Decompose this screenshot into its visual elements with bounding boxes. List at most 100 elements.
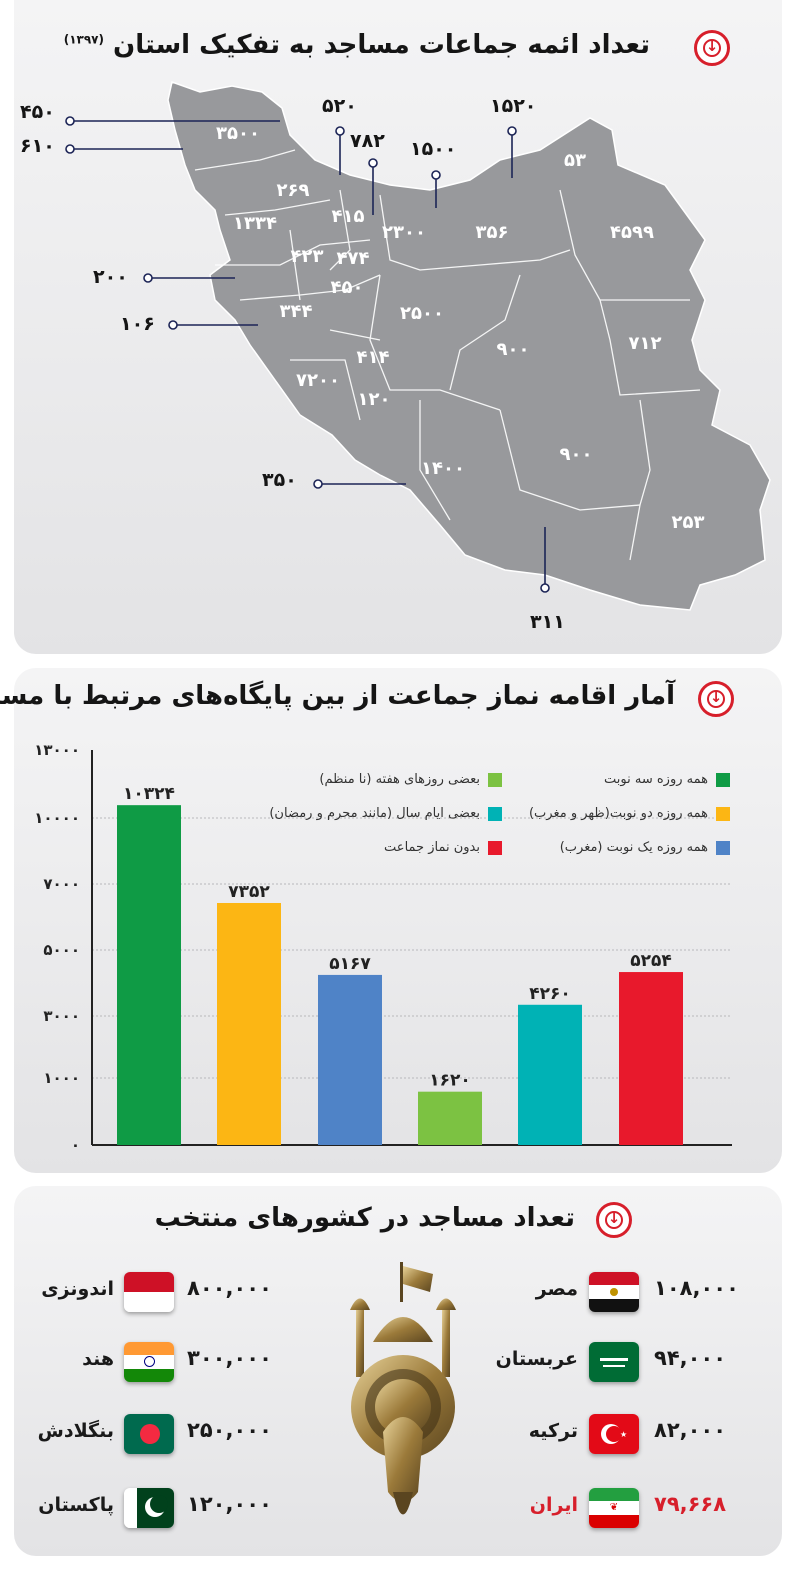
legend-swatch xyxy=(716,772,730,787)
callout-dot xyxy=(540,583,550,593)
country-name: هند xyxy=(82,1348,114,1370)
y-tick-label: ۱۰۰۰ xyxy=(43,1069,80,1087)
country-row: عربستان ۹۴,۰۰۰ xyxy=(0,1336,800,1388)
province-value: ۹۰۰ xyxy=(497,339,530,360)
legend-label: همه روزه دو نوبت(ظهر و مغرب) xyxy=(528,806,708,821)
country-name: بنگلادش xyxy=(37,1420,114,1442)
callout-dot xyxy=(313,479,323,489)
country-mosque-count: ۳۰۰,۰۰۰ xyxy=(187,1346,272,1370)
country-name: عربستان xyxy=(495,1348,578,1370)
country-mosque-count: ۲۵۰,۰۰۰ xyxy=(187,1418,272,1442)
legend-swatch xyxy=(716,840,730,855)
legend-item: همه روزه یک نوبت (مغرب) xyxy=(560,840,730,855)
province-value: ۴۵۹۹ xyxy=(610,222,654,243)
province-value: ۱۴۰۰ xyxy=(421,458,465,479)
country-mosque-count: ۱۰۸,۰۰۰ xyxy=(654,1276,739,1300)
legend-label: بعضی روزهای هفته (نا منظم) xyxy=(319,772,480,787)
bar xyxy=(217,902,281,1145)
callout-value: ۲۰۰ xyxy=(93,266,128,288)
callout-value: ۳۱۱ xyxy=(530,611,565,633)
province-value: ۳۴۴ xyxy=(280,301,313,322)
province-value: ۲۵۳ xyxy=(672,512,705,533)
province-value: ۴۱۴ xyxy=(357,347,390,368)
callout-dot xyxy=(168,320,178,330)
countries-title: تعداد مساجد در کشورهای منتخب xyxy=(154,1203,575,1233)
map-title: تعداد ائمه جماعات مساجد به تفکیک استان (… xyxy=(63,30,650,60)
callout-dot xyxy=(65,116,75,126)
bar xyxy=(619,972,683,1145)
callout-dot xyxy=(143,273,153,283)
legend-item: همه روزه دو نوبت(ظهر و مغرب) xyxy=(529,806,730,821)
country-name: اندونزی xyxy=(41,1278,114,1300)
province-value: ۳۵۶ xyxy=(476,222,509,243)
bar xyxy=(418,1091,482,1145)
legend-label: بعضی ایام سال (مانند محرم و رمضان) xyxy=(269,806,480,821)
legend-swatch xyxy=(488,806,502,821)
bar-value-label: ۴۲۶۰ xyxy=(529,984,571,1004)
province-value: ۷۲۰۰ xyxy=(296,370,340,391)
callout-dot xyxy=(507,126,517,136)
country-row: هند ۳۰۰,۰۰۰ xyxy=(0,1336,800,1388)
country-name: ایران xyxy=(529,1494,578,1516)
country-mosque-count: ۷۹,۶۶۸ xyxy=(654,1492,727,1516)
province-value: ۲۳۰۰ xyxy=(382,222,426,243)
country-mosque-count: ۸۲,۰۰۰ xyxy=(654,1418,727,1442)
legend-item: بعضی ایام سال (مانند محرم و رمضان) xyxy=(269,806,502,821)
callout-value: ۵۲۰ xyxy=(322,95,357,117)
country-name: پاکستان xyxy=(38,1494,114,1516)
callout-value: ۴۵۰ xyxy=(20,101,55,123)
bar xyxy=(117,805,181,1145)
y-tick-label: ۱۰۰۰۰ xyxy=(34,809,80,827)
country-name: ترکیه xyxy=(528,1420,578,1442)
y-tick-label: ۱۳۰۰۰ xyxy=(34,741,80,759)
country-name: مصر xyxy=(535,1278,578,1300)
province-value: ۴۷۴ xyxy=(337,248,370,269)
province-value: ۴۲۳ xyxy=(291,246,324,267)
iran-map-shape xyxy=(167,81,771,611)
legend-label: همه روزه سه نوبت xyxy=(604,772,708,787)
y-tick-label: ۰ xyxy=(71,1136,80,1154)
bar-value-label: ۷۳۵۲ xyxy=(228,882,270,902)
legend-item: همه روزه سه نوبت xyxy=(604,772,730,787)
legend-swatch xyxy=(716,806,730,821)
callout-value: ۱۰۶ xyxy=(120,313,155,335)
bar-value-label: ۵۲۵۴ xyxy=(630,951,672,971)
legend-swatch xyxy=(488,840,502,855)
province-value: ۲۵۰۰ xyxy=(400,303,444,324)
country-row: اندونزی ۸۰۰,۰۰۰ xyxy=(0,1266,800,1318)
y-tick-label: ۳۰۰۰ xyxy=(43,1007,80,1025)
indonesia-flag-icon xyxy=(124,1272,174,1312)
callout-value: ۶۱۰ xyxy=(20,135,55,157)
bar-value-label: ۵۱۶۷ xyxy=(329,954,371,974)
callout-value: ۱۵۲۰ xyxy=(490,95,536,117)
callout-dot xyxy=(368,158,378,168)
pakistan-flag-icon xyxy=(124,1488,174,1528)
province-value: ۲۶۹ xyxy=(277,180,310,201)
callout-value: ۳۵۰ xyxy=(262,469,297,491)
india-flag-icon xyxy=(124,1342,174,1382)
legend-swatch xyxy=(488,772,502,787)
legend-item: بدون نماز جماعت xyxy=(384,840,502,855)
saudi-flag-icon xyxy=(589,1342,639,1382)
bar xyxy=(318,974,382,1145)
country-row: پاکستان ۱۲۰,۰۰۰ xyxy=(0,1482,800,1534)
province-value: ۱۲۰ xyxy=(358,389,391,410)
bar-value-label: ۱۰۳۲۴ xyxy=(123,784,175,804)
callout-dot xyxy=(335,126,345,136)
legend-item: بعضی روزهای هفته (نا منظم) xyxy=(319,772,502,787)
province-value: ۴۵۰ xyxy=(331,277,364,298)
mosque-emblem-icon xyxy=(350,1262,456,1515)
legend-label: بدون نماز جماعت xyxy=(384,840,480,855)
country-row: بنگلادش ۲۵۰,۰۰۰ xyxy=(0,1408,800,1460)
down-arrow-icon: ↓ xyxy=(694,30,730,66)
country-row: مصر ۱۰۸,۰۰۰ xyxy=(0,1266,800,1318)
turkey-flag-icon: ★ xyxy=(589,1414,639,1454)
province-value: ۹۰۰ xyxy=(560,444,593,465)
province-value: ۴۱۵ xyxy=(332,206,365,227)
callout-dot xyxy=(431,170,441,180)
callout-value: ۷۸۲ xyxy=(350,130,385,152)
bar-chart: ۰ ۱۰۰۰ ۳۰۰۰ ۵۰۰۰ ۷۰۰۰ ۱۰۰۰۰ ۱۳۰۰۰ ۱۰۳۲۴ ۷۳۵۲ ۵۱۶۷… xyxy=(34,741,732,1154)
bar-value-label: ۱۶۲۰ xyxy=(429,1071,471,1091)
egypt-flag-icon xyxy=(589,1272,639,1312)
